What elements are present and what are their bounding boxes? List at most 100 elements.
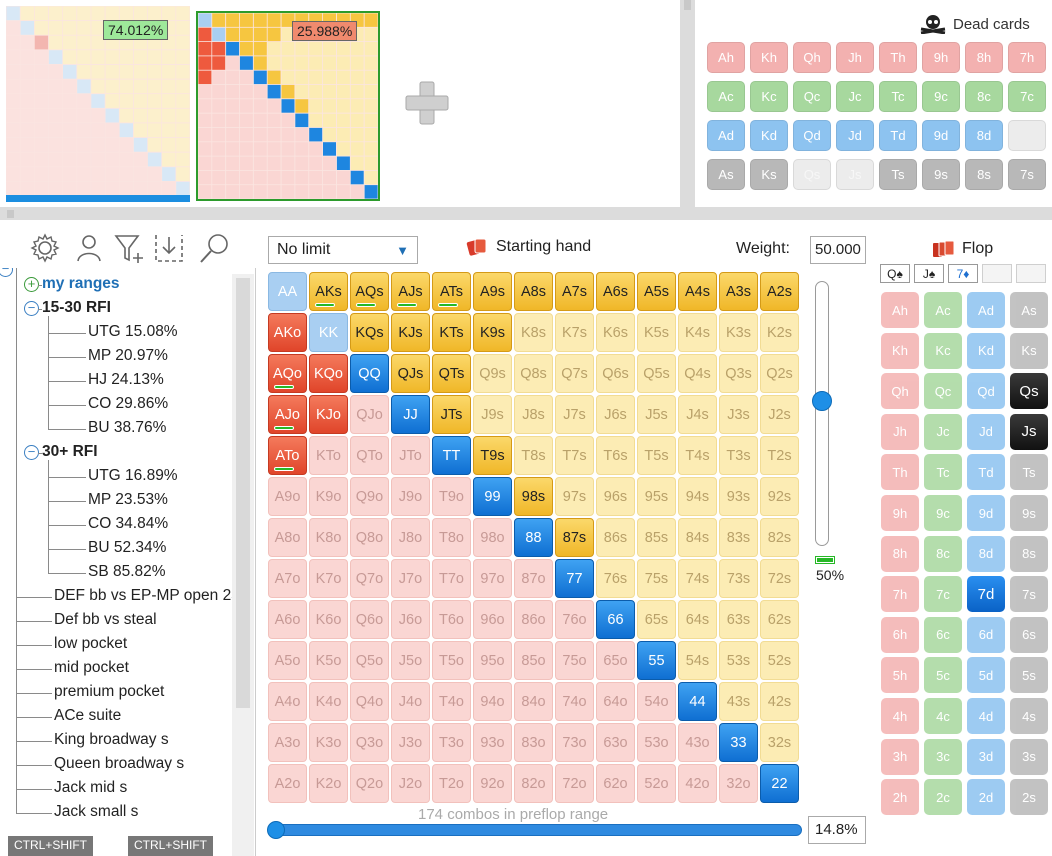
flop-card-Jc[interactable]: Jc xyxy=(924,413,962,450)
hand-cell-A6s[interactable]: A6s xyxy=(596,272,635,311)
hand-cell-82s[interactable]: 82s xyxy=(760,518,799,557)
hand-cell-J8o[interactable]: J8o xyxy=(391,518,430,557)
flop-card-5d[interactable]: 5d xyxy=(967,657,1005,694)
filter-add-icon[interactable] xyxy=(112,231,146,265)
hand-cell-A8o[interactable]: A8o xyxy=(268,518,307,557)
hand-cell-J4o[interactable]: J4o xyxy=(391,682,430,721)
hand-cell-AJo[interactable]: AJo xyxy=(268,395,307,434)
hand-cell-K4s[interactable]: K4s xyxy=(678,313,717,352)
flop-card-4d[interactable]: 4d xyxy=(967,698,1005,734)
hand-cell-Q6o[interactable]: Q6o xyxy=(350,600,389,639)
dead-card-Kc[interactable]: Kc xyxy=(750,81,788,112)
board-slot-1[interactable]: Q♠ xyxy=(880,264,910,283)
board-slot-5[interactable] xyxy=(1016,264,1046,283)
hand-cell-KTo[interactable]: KTo xyxy=(309,436,348,475)
dead-card-Jc[interactable]: Jc xyxy=(836,81,874,112)
hand-cell-42o[interactable]: 42o xyxy=(678,764,717,803)
hand-cell-J7s[interactable]: J7s xyxy=(555,395,594,434)
tree-scrollbar-thumb[interactable] xyxy=(236,278,250,708)
tree-item[interactable]: MP 23.53% xyxy=(88,491,168,508)
dead-card-7h[interactable]: 7h xyxy=(1008,42,1046,73)
dead-card-8c[interactable]: 8c xyxy=(965,81,1003,112)
flop-card-Jd[interactable]: Jd xyxy=(967,413,1005,450)
hand-cell-J4s[interactable]: J4s xyxy=(678,395,717,434)
range-percent-slider[interactable] xyxy=(267,821,802,839)
hand-cell-63o[interactable]: 63o xyxy=(596,723,635,762)
dead-card-8s[interactable]: 8s xyxy=(965,159,1003,190)
hand-cell-T2s[interactable]: T2s xyxy=(760,436,799,475)
hand-cell-J6o[interactable]: J6o xyxy=(391,600,430,639)
hand-cell-A8s[interactable]: A8s xyxy=(514,272,553,311)
tree-item[interactable]: BU 38.76% xyxy=(88,419,167,436)
hand-cell-54s[interactable]: 54s xyxy=(678,641,717,680)
flop-card-As[interactable]: As xyxy=(1010,292,1048,328)
hand-cell-T4o[interactable]: T4o xyxy=(432,682,471,721)
hand-cell-Q3s[interactable]: Q3s xyxy=(719,354,758,393)
dead-card-Qc[interactable]: Qc xyxy=(793,81,831,112)
hand-cell-ATo[interactable]: ATo xyxy=(268,436,307,475)
hand-cell-92o[interactable]: 92o xyxy=(473,764,512,803)
hand-cell-93s[interactable]: 93s xyxy=(719,477,758,516)
hand-cell-QTs[interactable]: QTs xyxy=(432,354,471,393)
dead-card-Js[interactable]: Js xyxy=(836,159,874,190)
hand-cell-J8s[interactable]: J8s xyxy=(514,395,553,434)
hand-cell-65s[interactable]: 65s xyxy=(637,600,676,639)
hand-cell-64s[interactable]: 64s xyxy=(678,600,717,639)
flop-card-9h[interactable]: 9h xyxy=(881,495,919,531)
flop-card-Ks[interactable]: Ks xyxy=(1010,332,1048,369)
hand-cell-55[interactable]: 55 xyxy=(637,641,676,680)
hand-cell-T5s[interactable]: T5s xyxy=(637,436,676,475)
hand-cell-A3o[interactable]: A3o xyxy=(268,723,307,762)
dead-card-Ac[interactable]: Ac xyxy=(707,81,745,112)
hand-cell-83o[interactable]: 83o xyxy=(514,723,553,762)
add-range-icon[interactable] xyxy=(404,80,450,126)
hand-cell-K3s[interactable]: K3s xyxy=(719,313,758,352)
hand-cell-J5s[interactable]: J5s xyxy=(637,395,676,434)
flop-card-6s[interactable]: 6s xyxy=(1010,616,1048,653)
dead-card-Kh[interactable]: Kh xyxy=(750,42,788,73)
dead-card-Ks[interactable]: Ks xyxy=(750,159,788,190)
hand-cell-A2s[interactable]: A2s xyxy=(760,272,799,311)
dead-card-Tc[interactable]: Tc xyxy=(879,81,917,112)
dead-card-Td[interactable]: Td xyxy=(879,120,917,151)
tree-item[interactable]: premium pocket xyxy=(54,683,165,700)
hand-cell-74s[interactable]: 74s xyxy=(678,559,717,598)
hand-cell-JJ[interactable]: JJ xyxy=(391,395,430,434)
hand-cell-Q4s[interactable]: Q4s xyxy=(678,354,717,393)
tree-item[interactable]: King broadway s xyxy=(54,731,169,748)
hand-cell-88[interactable]: 88 xyxy=(514,518,553,557)
ctrl-shift-button-1[interactable]: CTRL+SHIFT xyxy=(8,836,94,856)
tree-item[interactable]: HJ 24.13% xyxy=(88,371,164,388)
dead-card-7s[interactable]: 7s xyxy=(1008,159,1046,190)
hand-cell-J5o[interactable]: J5o xyxy=(391,641,430,680)
flop-card-Th[interactable]: Th xyxy=(881,454,919,491)
hand-cell-85o[interactable]: 85o xyxy=(514,641,553,680)
hand-cell-63s[interactable]: 63s xyxy=(719,600,758,639)
collapse-toggle-icon[interactable]: − xyxy=(24,445,39,460)
flop-card-Qh[interactable]: Qh xyxy=(881,373,919,410)
dead-card-Ad[interactable]: Ad xyxy=(707,120,745,151)
hand-cell-J6s[interactable]: J6s xyxy=(596,395,635,434)
hand-cell-87o[interactable]: 87o xyxy=(514,559,553,598)
hand-cell-94s[interactable]: 94s xyxy=(678,477,717,516)
hand-cell-95o[interactable]: 95o xyxy=(473,641,512,680)
hand-cell-53s[interactable]: 53s xyxy=(719,641,758,680)
hand-cell-A3s[interactable]: A3s xyxy=(719,272,758,311)
tree-item[interactable]: Jack small s xyxy=(54,803,139,820)
hand-cell-32s[interactable]: 32s xyxy=(760,723,799,762)
hand-cell-K9o[interactable]: K9o xyxy=(309,477,348,516)
hand-cell-Q4o[interactable]: Q4o xyxy=(350,682,389,721)
dead-card-8d[interactable]: 8d xyxy=(965,120,1003,151)
tree-item[interactable]: Def bb vs steal xyxy=(54,611,157,628)
flop-card-2s[interactable]: 2s xyxy=(1010,779,1048,816)
hand-cell-T4s[interactable]: T4s xyxy=(678,436,717,475)
flop-card-Td[interactable]: Td xyxy=(967,454,1005,491)
flop-card-8d[interactable]: 8d xyxy=(967,535,1005,572)
hand-cell-A4s[interactable]: A4s xyxy=(678,272,717,311)
hand-cell-62o[interactable]: 62o xyxy=(596,764,635,803)
hand-cell-J9o[interactable]: J9o xyxy=(391,477,430,516)
flop-card-7h[interactable]: 7h xyxy=(881,576,919,613)
tree-item[interactable]: UTG 15.08% xyxy=(88,323,178,340)
hand-cell-QJs[interactable]: QJs xyxy=(391,354,430,393)
search-icon[interactable] xyxy=(198,231,232,265)
